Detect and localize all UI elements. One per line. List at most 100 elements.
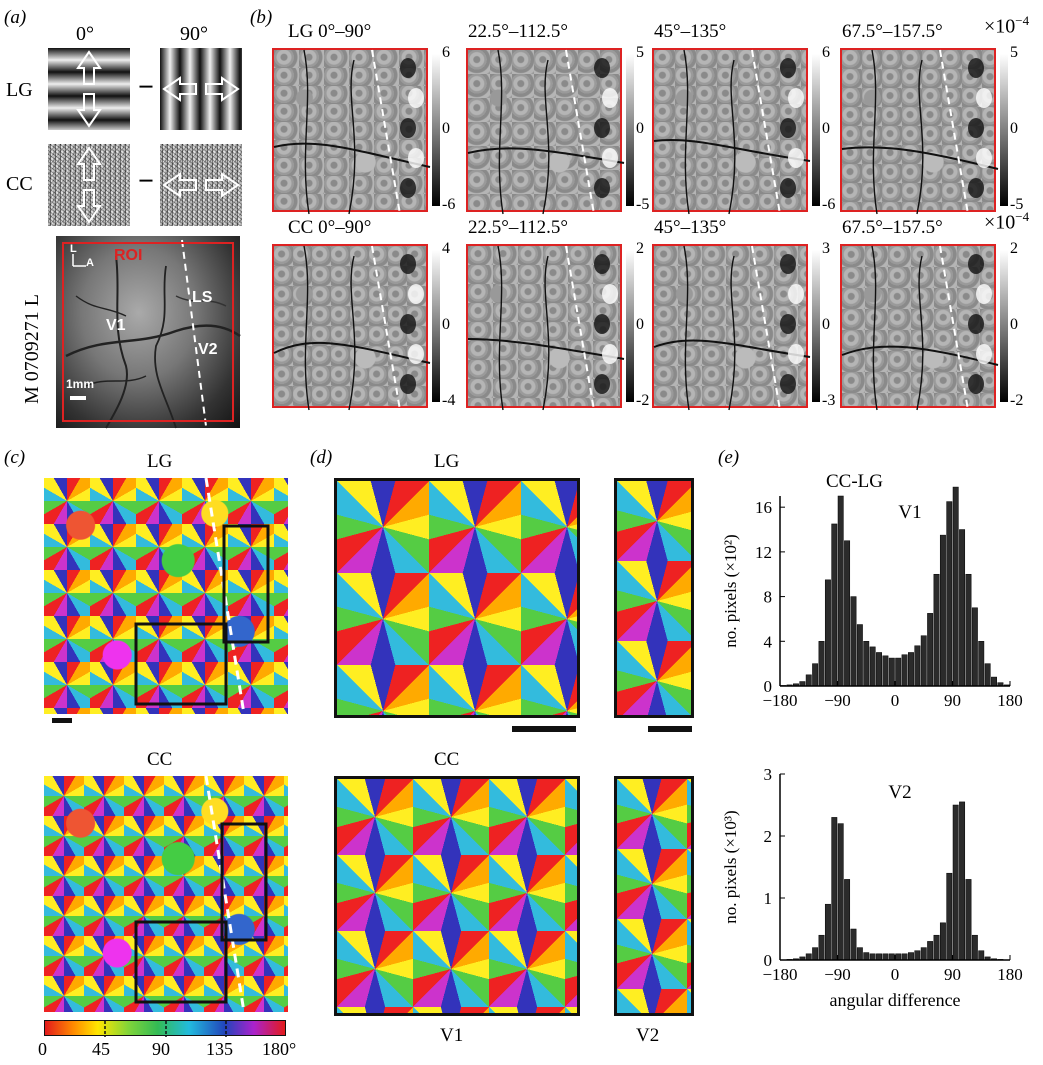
histogram-bar xyxy=(901,654,908,687)
zoom-map-lg-v2 xyxy=(614,478,694,718)
minus-sign-cc: − xyxy=(138,166,154,197)
histogram-bar xyxy=(952,804,959,961)
histogram-title: CC-LG xyxy=(826,471,883,492)
scale-bar-d-v2 xyxy=(648,726,692,732)
histogram-bar xyxy=(959,529,966,687)
scale-tick-1-2-0: 3 xyxy=(822,240,830,257)
histogram-bar xyxy=(805,674,812,687)
orientation-colorbar xyxy=(44,1020,286,1037)
y-axis-label: no. pixels (×10³) xyxy=(721,810,740,923)
roi-label: ROI xyxy=(114,247,143,264)
map-title-0-2: 45°–135° xyxy=(654,21,727,42)
roi-box-v1-lg xyxy=(134,622,228,706)
histogram-bar xyxy=(844,879,851,961)
x-tick-label: −180 xyxy=(762,691,797,710)
histogram-bar xyxy=(895,953,902,961)
histogram-bar xyxy=(908,652,914,687)
scale-tick-1-2-1: 0 xyxy=(822,316,830,333)
x-tick-label: −90 xyxy=(824,965,851,984)
histogram-v2: −180 −90 0 90 180 0 1 2 3 no. pixels (×10³) V2 angu… xyxy=(721,765,1023,1010)
zoom-label-v1: V1 xyxy=(440,1025,464,1046)
histogram-bar xyxy=(991,676,997,687)
panel-label-c: (c) xyxy=(4,447,26,468)
x-tick-label: −180 xyxy=(762,965,797,984)
scale-bar xyxy=(70,396,86,400)
map-title-0-3: 67.5°–157.5° xyxy=(842,21,943,42)
angle-90-label: 90° xyxy=(180,23,208,45)
colorbar-tick-90: 90 xyxy=(152,1039,170,1059)
scale-tick-1-0-1: 0 xyxy=(442,316,450,333)
scale-bar-c xyxy=(52,718,72,723)
histogram-bar xyxy=(831,817,838,961)
histogram-bar xyxy=(959,801,966,961)
y-tick-label: 4 xyxy=(764,632,773,651)
y-tick-label: 0 xyxy=(764,951,773,970)
histogram-bar xyxy=(946,501,953,687)
y-tick-label: 0 xyxy=(764,677,773,696)
histogram-bar xyxy=(946,872,953,961)
grating-lg-0 xyxy=(48,48,130,130)
histogram-bar xyxy=(812,947,819,961)
roi-box-v1-cc xyxy=(134,920,228,1004)
scale-colorbar-1-2 xyxy=(812,250,820,402)
map-title-1-2: 45°–135° xyxy=(654,217,727,238)
scale-tick-0-1-1: 0 xyxy=(636,120,644,137)
histogram-bar xyxy=(971,934,978,961)
difference-map-1-1 xyxy=(466,244,625,411)
difference-map-1-3 xyxy=(840,244,999,411)
histogram-bar xyxy=(824,579,831,687)
x-tick-label: 180 xyxy=(997,965,1023,984)
ls-label: LS xyxy=(192,289,213,306)
histogram-bar xyxy=(888,953,895,961)
map-overlay-1-1 xyxy=(467,245,625,411)
scale-tick-1-0-2: -4 xyxy=(442,392,456,409)
x-tick-label: 90 xyxy=(944,965,961,984)
histogram-bar xyxy=(824,903,831,961)
scale-tick-0-2-0: 6 xyxy=(822,44,830,61)
histogram-bar xyxy=(837,495,844,687)
map-overlay-1-0 xyxy=(273,245,431,411)
y-tick-label: 2 xyxy=(764,827,773,846)
scale-tick-0-0-2: -6 xyxy=(442,196,456,213)
map-title-1-1: 22.5°–112.5° xyxy=(468,217,568,238)
histogram-bar xyxy=(914,645,921,687)
histogram-bar xyxy=(850,596,857,687)
histogram-bar xyxy=(831,523,838,687)
histogram-bar xyxy=(818,641,825,687)
scale-colorbar-0-3 xyxy=(1000,54,1008,206)
histogram-bar xyxy=(863,641,870,687)
scale-tick-1-3-0: 2 xyxy=(1010,240,1018,257)
vessel-overlay xyxy=(65,239,241,429)
scale-tick-1-1-0: 2 xyxy=(636,240,644,257)
histogram-bar xyxy=(863,952,870,961)
map-overlay-0-1 xyxy=(467,49,625,215)
scale-tick-0-3-0: 5 xyxy=(1010,44,1018,61)
map-title-0-0: LG 0°–90° xyxy=(288,21,372,42)
scale-tick-0-0-0: 6 xyxy=(442,44,450,61)
cortex-image: ROI L A LS V1 V2 1mm xyxy=(56,236,241,429)
y-tick-label: 12 xyxy=(755,543,772,562)
map-overlay-0-0 xyxy=(273,49,431,215)
multiplier-label-1: ×10−4 xyxy=(984,209,1030,234)
x-tick-label: 180 xyxy=(997,691,1023,710)
map-overlay-0-3 xyxy=(841,49,999,215)
scale-tick-0-2-2: -6 xyxy=(822,196,836,213)
difference-map-1-0 xyxy=(272,244,431,411)
histogram-bar xyxy=(984,663,991,687)
histogram-bar xyxy=(895,657,902,687)
x-axis-label: angular difference xyxy=(829,990,960,1010)
scale-tick-1-3-1: 0 xyxy=(1010,316,1018,333)
zoom-map-cc-v2 xyxy=(614,776,694,1016)
y-tick-label: 16 xyxy=(755,498,772,517)
noise-cc-90 xyxy=(160,144,242,226)
histogram-bar xyxy=(939,922,946,961)
angle-0-label: 0° xyxy=(76,23,94,45)
v1-label: V1 xyxy=(106,317,126,334)
zoom-label-v2: V2 xyxy=(636,1025,660,1046)
histogram-bar xyxy=(920,635,927,687)
panel-d-bottom-title: CC xyxy=(434,749,460,770)
histogram-bar xyxy=(882,655,889,687)
roi-box-v2-lg xyxy=(222,524,270,644)
histogram-bar xyxy=(927,941,934,961)
histogram-annotation: V2 xyxy=(888,782,911,803)
